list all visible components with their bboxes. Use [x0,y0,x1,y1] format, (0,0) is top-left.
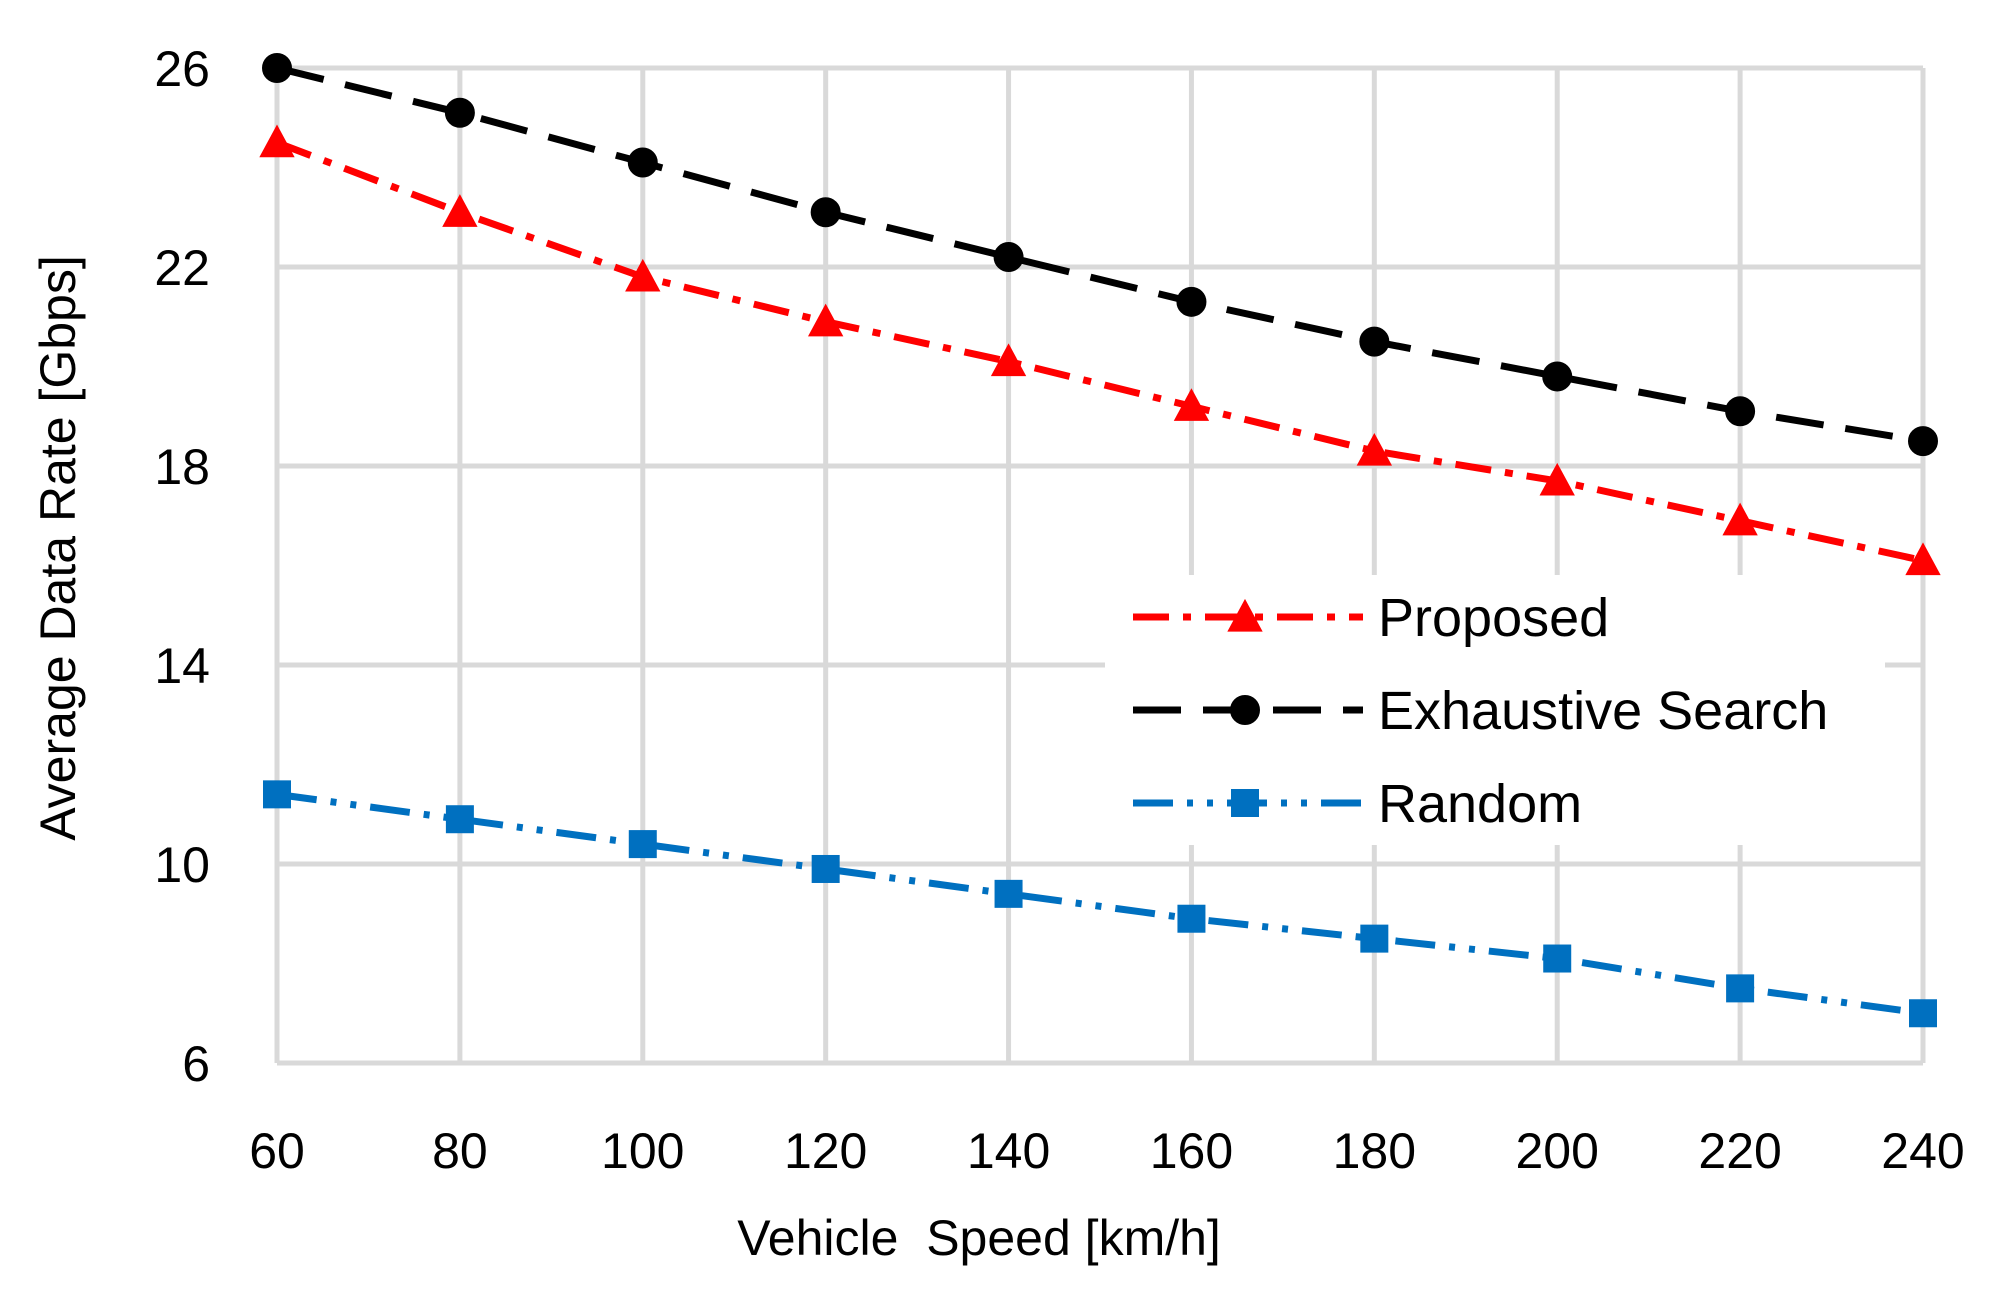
data-point-triangle [625,258,661,292]
axes [274,68,1923,1066]
data-point-circle [810,197,841,228]
series-exhaustive-search [262,53,1938,457]
x-tick-label: 240 [1881,1123,1964,1179]
series-line [276,790,1924,1017]
data-point-square [1726,974,1755,1003]
y-tick-label: 22 [154,240,210,296]
grid [277,65,1926,1063]
legend-item: Exhaustive Search [1133,681,1828,741]
data-point-triangle [1356,432,1393,466]
data-point-circle [444,97,475,128]
data-point-circle [262,53,292,83]
x-tick-label: 120 [784,1123,867,1179]
series-random [263,780,1937,1028]
legend-label: Exhaustive Search [1378,681,1828,741]
y-tick-label: 6 [182,1036,210,1092]
legend-item: Proposed [1133,588,1609,648]
data-point-square [1909,999,1937,1028]
y-tick-label: 26 [154,41,210,97]
legend: Proposed Exhaustive Search Random [1105,575,1885,845]
data-point-square [628,830,657,859]
series-group [259,53,1941,1028]
y-axis-title: Average Data Rate [Gbps] [30,255,86,841]
data-point-triangle [442,194,478,227]
data-point-triangle [259,124,295,158]
data-point-circle [1908,426,1938,457]
data-point-square [1177,904,1206,933]
x-axis-title: Vehicle Speed [km/h] [737,1210,1221,1266]
y-tick-label: 14 [154,638,210,694]
data-point-circle [1725,396,1756,427]
x-tick-label: 80 [432,1123,488,1179]
x-tick-label: 140 [967,1123,1050,1179]
legend-marker-circle [1230,695,1260,725]
data-point-circle [993,242,1024,273]
data-point-triangle [807,303,844,337]
y-tick-label: 18 [154,439,210,495]
data-point-square [1543,944,1572,973]
x-tick-label: 60 [249,1123,305,1179]
data-point-square [811,854,840,883]
series-proposed [259,124,1941,576]
tick-labels: 60 80 100 120 140 160 180 200 220 240 6 10 14 18 22 26 [154,41,1964,1179]
y-tick-label: 10 [154,837,210,893]
data-point-triangle [1722,502,1758,536]
data-point-circle [1176,286,1207,317]
data-point-circle [627,147,658,178]
x-tick-label: 200 [1516,1123,1599,1179]
series-line [276,64,1924,445]
legend-label: Proposed [1378,588,1609,648]
x-tick-label: 220 [1698,1123,1781,1179]
legend-marker-triangle [1227,598,1263,632]
data-point-triangle [1539,462,1575,496]
legend-marker-square [1231,789,1259,817]
data-point-triangle [990,343,1027,377]
x-tick-label: 180 [1333,1123,1416,1179]
legend-item: Random [1133,774,1582,834]
series-line [275,139,1924,564]
x-tick-label: 160 [1150,1123,1233,1179]
x-tick-label: 100 [601,1123,684,1179]
data-point-square [263,780,291,809]
data-point-circle [1542,361,1573,392]
data-point-circle [1359,326,1390,357]
data-point-triangle [1173,388,1210,421]
data-point-triangle [1905,542,1941,576]
data-point-square [445,805,474,834]
legend-items: Proposed Exhaustive Search Random [1133,588,1828,834]
legend-label: Random [1378,774,1582,834]
data-point-square [994,879,1023,908]
data-point-square [1360,924,1389,953]
